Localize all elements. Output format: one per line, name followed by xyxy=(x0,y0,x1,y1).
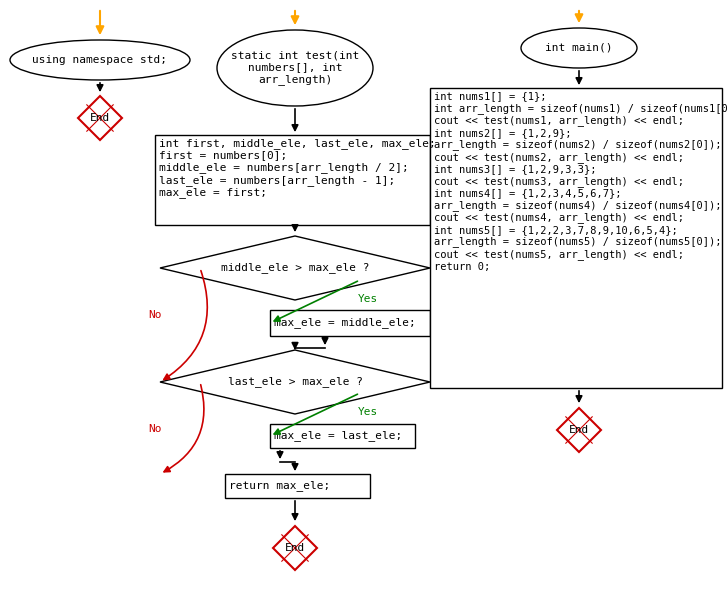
Text: End: End xyxy=(285,543,305,553)
Text: Yes: Yes xyxy=(358,407,378,417)
Text: max_ele = middle_ele;: max_ele = middle_ele; xyxy=(274,317,416,329)
Bar xyxy=(270,310,430,336)
Text: End: End xyxy=(569,425,589,435)
Polygon shape xyxy=(557,408,601,452)
Text: int first, middle_ele, last_ele, max_ele;
first = numbers[0];
middle_ele = numbe: int first, middle_ele, last_ele, max_ele… xyxy=(159,138,435,198)
Text: Yes: Yes xyxy=(358,294,378,304)
Text: int nums1[] = {1};
int arr_length = sizeof(nums1) / sizeof(nums1[0]);
cout << te: int nums1[] = {1}; int arr_length = size… xyxy=(434,91,727,272)
Bar xyxy=(270,424,415,448)
Text: No: No xyxy=(148,424,161,434)
Ellipse shape xyxy=(10,40,190,80)
Ellipse shape xyxy=(217,30,373,106)
Polygon shape xyxy=(160,236,430,300)
Text: static int test(int
numbers[], int
arr_length): static int test(int numbers[], int arr_l… xyxy=(231,51,359,85)
Polygon shape xyxy=(273,526,317,570)
Text: return max_ele;: return max_ele; xyxy=(229,481,330,492)
Text: No: No xyxy=(148,310,161,320)
Bar xyxy=(225,474,370,498)
Ellipse shape xyxy=(521,28,637,68)
Bar xyxy=(430,88,722,388)
Polygon shape xyxy=(160,350,430,414)
Text: last_ele > max_ele ?: last_ele > max_ele ? xyxy=(228,377,363,388)
Text: using namespace std;: using namespace std; xyxy=(33,55,167,65)
FancyArrowPatch shape xyxy=(164,385,204,472)
Text: middle_ele > max_ele ?: middle_ele > max_ele ? xyxy=(221,263,369,273)
Text: max_ele = last_ele;: max_ele = last_ele; xyxy=(274,430,402,442)
Text: int main(): int main() xyxy=(545,43,613,53)
FancyArrowPatch shape xyxy=(164,270,207,379)
Polygon shape xyxy=(78,96,122,140)
Bar xyxy=(155,135,430,225)
Text: End: End xyxy=(90,113,110,123)
